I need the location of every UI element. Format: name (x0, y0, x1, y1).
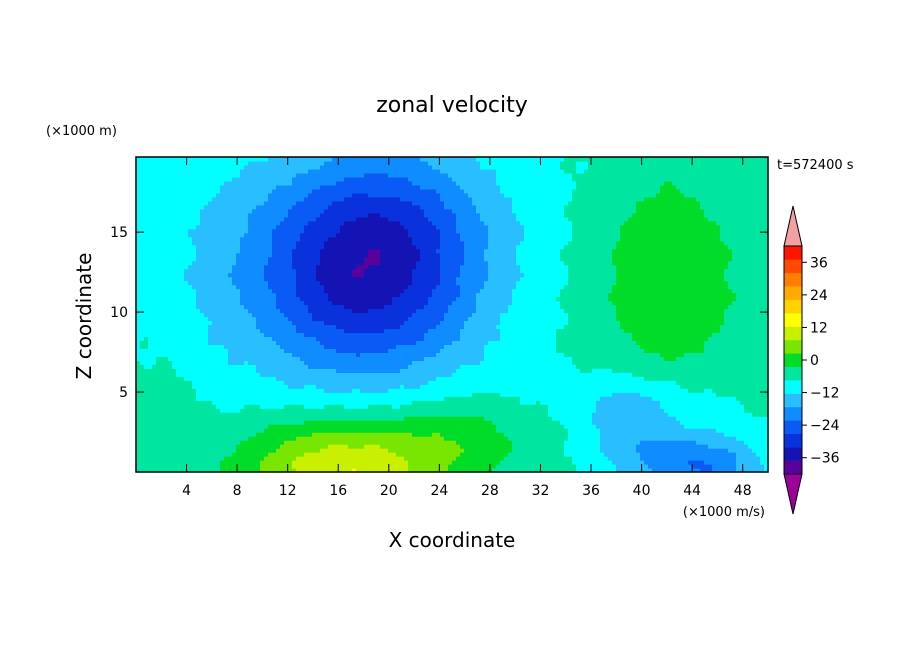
colorbar-tick-label: −36 (810, 451, 840, 467)
colorbar-band (784, 259, 802, 274)
colorbar-band (784, 433, 802, 448)
colorbar-band (784, 272, 802, 287)
x-tick-label: 28 (481, 483, 499, 499)
colorbar-band (784, 299, 802, 314)
x-tick-label: 16 (329, 483, 347, 499)
colorbar-band (784, 420, 802, 435)
colorbar-band (784, 447, 802, 461)
colorbar-tick-label: 24 (810, 288, 828, 304)
x-tick-label: 20 (380, 483, 398, 499)
colorbar-max-triangle (783, 205, 803, 247)
x-tick-label: 36 (582, 483, 600, 499)
y-axis-ticks: 5 10 15 (110, 225, 768, 401)
x-tick-label: 24 (430, 483, 448, 499)
x-tick-label: 48 (734, 483, 752, 499)
time-label: t=572400 s (777, 158, 854, 173)
y-tick-label: 5 (119, 385, 128, 401)
y-unit-label: (×1000 m) (46, 124, 117, 139)
colorbar-band (784, 366, 802, 381)
colorbar-min-triangle (783, 473, 803, 515)
colorbar: 36 24 12 0 −12 −24 −36 (783, 205, 840, 515)
x-tick-label: 32 (532, 483, 550, 499)
colorbar-band (784, 313, 802, 327)
colorbar-band (784, 406, 802, 421)
colorbar-tick-label: 36 (810, 255, 828, 271)
x-tick-label: 8 (233, 483, 242, 499)
plot-frame (135, 156, 769, 473)
chart-title: zonal velocity (376, 93, 528, 118)
colorbar-tick-label: −12 (810, 386, 840, 402)
x-unit-label: (×1000 m/s) (683, 505, 765, 520)
colorbar-band (784, 246, 802, 260)
x-axis-label: X coordinate (389, 528, 516, 552)
colorbar-band (784, 326, 802, 341)
colorbar-band (784, 393, 802, 408)
contour-field (136, 157, 768, 472)
x-axis-ticks: 4 8 12 16 20 24 28 32 36 40 44 48 (182, 157, 752, 499)
x-tick-label: 12 (279, 483, 297, 499)
y-axis-label: Z coordinate (72, 253, 96, 380)
y-tick-label: 15 (110, 225, 128, 241)
x-tick-label: 4 (182, 483, 191, 499)
colorbar-band (784, 339, 802, 354)
colorbar-band (784, 286, 802, 300)
x-tick-label: 44 (683, 483, 701, 499)
colorbar-tick-label: −24 (810, 418, 840, 434)
colorbar-band (784, 353, 802, 367)
colorbar-band (784, 380, 802, 394)
colorbar-tick-label: 12 (810, 320, 828, 336)
y-tick-label: 10 (110, 305, 128, 321)
colorbar-band (784, 460, 802, 475)
x-tick-label: 40 (633, 483, 651, 499)
colorbar-tick-label: 0 (810, 353, 819, 369)
